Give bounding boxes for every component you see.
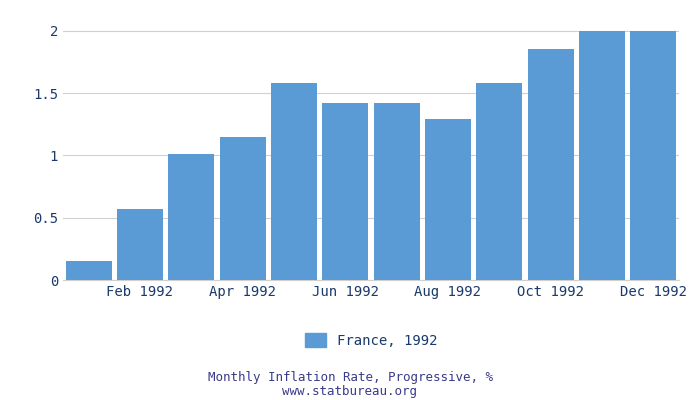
Bar [374,103,420,280]
Bar [425,119,471,280]
Bar [476,83,522,280]
Bar [630,31,676,280]
Bar [322,103,368,280]
Bar [579,31,625,280]
Bar [117,209,163,280]
Text: Monthly Inflation Rate, Progressive, %: Monthly Inflation Rate, Progressive, % [207,372,493,384]
Text: www.statbureau.org: www.statbureau.org [283,386,417,398]
Legend: France, 1992: France, 1992 [299,327,443,353]
Bar [220,137,266,280]
Bar [271,83,317,280]
Bar [528,49,574,280]
Bar [168,154,214,280]
Bar [66,261,112,280]
